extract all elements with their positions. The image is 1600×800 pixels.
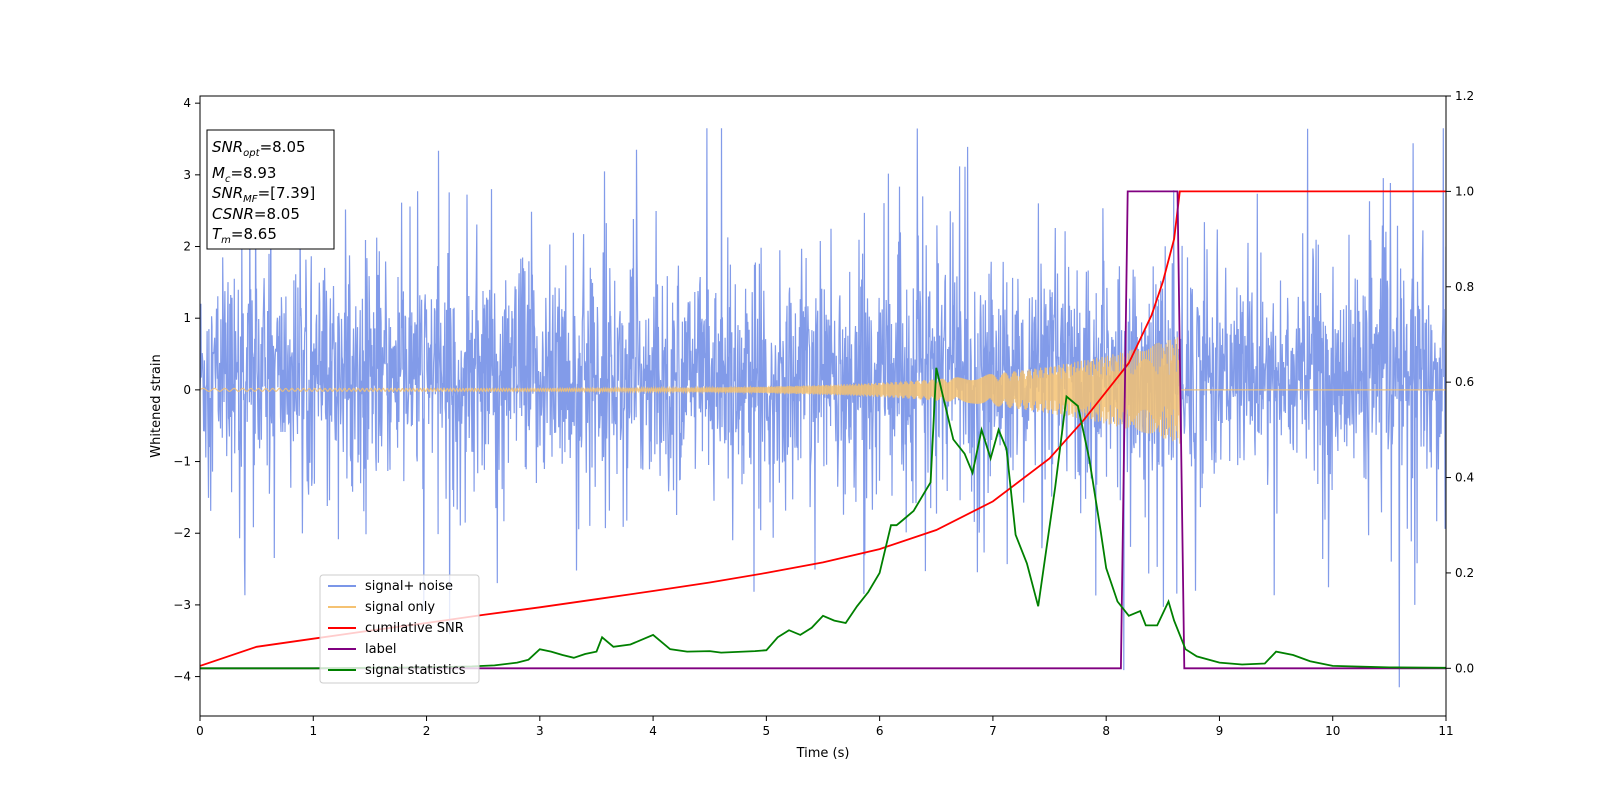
- info-box-frame: [206, 129, 335, 250]
- right-y-axis: 1.2 1.0 0.8 0.6 0.4 0.2 0.0: [1446, 89, 1474, 675]
- axes-frame: [199, 95, 1447, 717]
- y-right-tick-label: 1.2: [1455, 89, 1474, 103]
- series-signal-noise-line: [200, 128, 1446, 688]
- y-left-tick-label: −4: [173, 670, 191, 684]
- x-axis-label: Time (s): [796, 746, 850, 761]
- x-tick-label: 6: [876, 724, 884, 738]
- y-left-tick-label: 0: [183, 383, 191, 397]
- x-tick-label: 5: [763, 724, 771, 738]
- legend-frame: [319, 574, 480, 684]
- y-left-tick-label: 2: [183, 240, 191, 254]
- y-left-tick-label: −2: [173, 526, 191, 540]
- y-left-tick-label: 4: [183, 96, 191, 110]
- x-tick-label: 9: [1216, 724, 1224, 738]
- y-left-tick-label: −3: [173, 598, 191, 612]
- y-right-tick-label: 1.0: [1455, 184, 1474, 198]
- mc-text: Mc=8.93: [212, 164, 276, 185]
- legend-label: signal only: [365, 600, 435, 615]
- x-tick-label: 3: [536, 724, 544, 738]
- series-signal-only-line: [200, 337, 1446, 444]
- legend-label: cumilative SNR: [365, 621, 464, 636]
- y-right-tick-label: 0.2: [1455, 566, 1474, 580]
- legend: signal+ noise signal only cumilative SNR la…: [319, 574, 480, 684]
- snr-mf-text: SNRMF=[7.39]: [212, 184, 315, 205]
- snr-opt-text: SNRopt=8.05: [212, 138, 306, 159]
- x-axis: 0 1 2 3 4 5 6 7 8 9 10 11: [196, 716, 1454, 738]
- y-right-tick-label: 0.0: [1455, 661, 1474, 675]
- y-right-tick-label: 0.4: [1455, 471, 1474, 485]
- left-y-axis: 4 3 2 1 0 −1 −2 −3 −4: [173, 96, 200, 684]
- y-left-tick-label: 3: [183, 168, 191, 182]
- x-tick-label: 4: [649, 724, 657, 738]
- x-tick-label: 1: [309, 724, 317, 738]
- csnr-text: CSNR=8.05: [212, 205, 300, 223]
- y-right-tick-label: 0.8: [1455, 280, 1474, 294]
- y-left-tick-label: −1: [173, 455, 191, 469]
- x-tick-label: 2: [423, 724, 431, 738]
- x-tick-label: 0: [196, 724, 204, 738]
- series-label-line: [200, 190, 1446, 670]
- x-tick-label: 10: [1325, 724, 1340, 738]
- legend-label: signal statistics: [365, 663, 466, 678]
- legend-label: label: [365, 642, 396, 657]
- series-signal-statistics-line: [200, 367, 1446, 670]
- y-left-tick-label: 1: [183, 311, 191, 325]
- info-box: SNRopt=8.05 Mc=8.93 SNRMF=[7.39] CSNR=8.…: [206, 129, 335, 250]
- x-tick-label: 11: [1438, 724, 1453, 738]
- y-right-tick-label: 0.6: [1455, 375, 1474, 389]
- y-axis-label: Whitened strain: [149, 354, 164, 457]
- x-tick-label: 7: [989, 724, 997, 738]
- x-tick-label: 8: [1102, 724, 1110, 738]
- legend-label: signal+ noise: [365, 579, 453, 594]
- tm-text: Tm=8.65: [212, 225, 277, 246]
